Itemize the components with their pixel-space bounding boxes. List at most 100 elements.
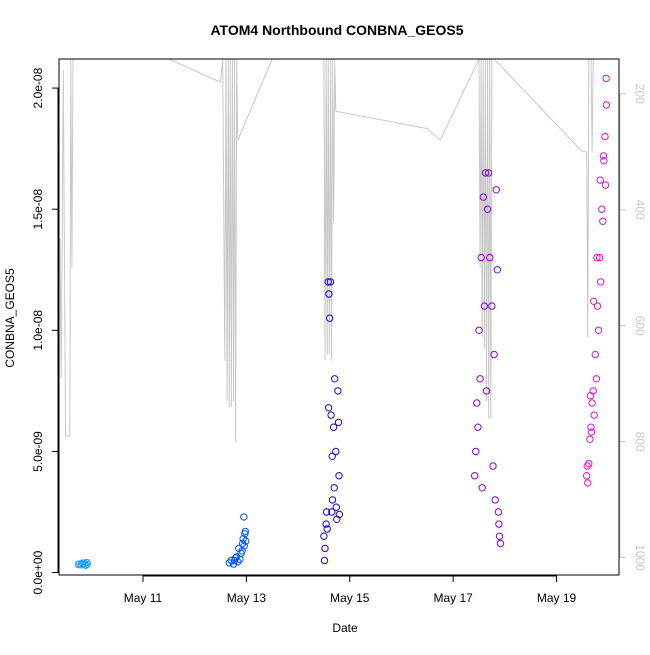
data-point: [334, 418, 343, 427]
data-point: [492, 186, 500, 194]
y2-tick-label: 400: [633, 200, 647, 220]
data-point: [241, 527, 250, 536]
data-point: [320, 556, 329, 565]
flight-series-2: [225, 513, 250, 568]
data-point: [590, 411, 598, 419]
y-tick-label: 1.5e-08: [31, 189, 45, 230]
data-point: [476, 375, 484, 383]
data-point: [602, 74, 610, 83]
flight-series-4: [471, 169, 505, 548]
data-point: [230, 556, 239, 565]
x-axis-label: Date: [332, 621, 358, 635]
data-point: [237, 549, 245, 557]
data-point: [328, 452, 336, 460]
flight-series-5: [583, 74, 611, 487]
data-point: [235, 544, 243, 553]
data-point: [233, 553, 241, 561]
x-tick-label: May 19: [537, 591, 577, 605]
data-point: [601, 181, 610, 189]
data-point: [326, 278, 335, 286]
y2-tick-label: 800: [633, 432, 647, 452]
data-point: [475, 326, 483, 334]
pressure-line-layer: [59, 58, 594, 442]
data-point: [330, 484, 338, 492]
data-point: [472, 447, 480, 456]
pressure-line: [59, 58, 594, 442]
data-point: [494, 508, 503, 516]
data-point: [583, 472, 591, 480]
data-point: [496, 539, 505, 548]
data-point: [324, 278, 332, 286]
data-point: [81, 559, 89, 568]
data-point: [325, 290, 333, 298]
flight-series-1: [74, 558, 92, 569]
data-point: [324, 404, 333, 412]
data-point: [474, 423, 482, 431]
y-tick-label: 0.0e+00: [31, 550, 45, 594]
data-point: [595, 253, 604, 262]
data-point: [482, 387, 491, 395]
data-point: [78, 559, 87, 568]
points-layer: [74, 74, 611, 569]
data-point: [489, 462, 497, 470]
data-point: [328, 496, 337, 504]
data-point: [326, 314, 334, 322]
data-point: [495, 532, 504, 540]
data-point: [240, 513, 248, 521]
data-point: [490, 350, 498, 359]
data-point: [328, 508, 336, 516]
data-point: [601, 132, 609, 141]
data-point: [471, 472, 479, 480]
data-point: [335, 510, 344, 519]
data-point: [334, 387, 342, 395]
data-point: [586, 435, 594, 443]
data-point: [332, 503, 340, 511]
data-point: [321, 544, 329, 553]
data-point: [234, 558, 242, 566]
y2-tick-label: 200: [633, 84, 647, 104]
data-point: [329, 423, 338, 431]
data-point: [478, 484, 486, 492]
axes-layer: May 11 May 13 May 15 May 17 May 19 0.0e+00 5.0…: [31, 67, 647, 605]
data-point: [335, 472, 343, 480]
data-point: [483, 205, 492, 213]
x-tick-label: May 17: [433, 591, 473, 605]
chart-title: ATOM4 Northbound CONBNA_GEOS5: [210, 22, 463, 38]
y-tick-label: 1.0e-08: [31, 310, 45, 351]
data-point: [485, 169, 493, 177]
y-axis-label: CONBNA_GEOS5: [3, 268, 17, 368]
data-point: [488, 302, 496, 310]
data-point: [477, 253, 485, 262]
data-point: [583, 462, 591, 470]
data-point: [584, 479, 592, 487]
data-point: [323, 525, 331, 533]
data-point: [587, 428, 596, 436]
data-point: [331, 375, 339, 383]
data-point: [588, 399, 596, 407]
data-point: [486, 253, 494, 262]
data-point: [600, 157, 608, 165]
y-tick-label: 2.0e-08: [31, 67, 45, 108]
data-point: [491, 496, 499, 504]
x-tick-label: May 11: [124, 591, 163, 605]
data-point: [480, 302, 489, 310]
data-point: [332, 447, 340, 456]
data-point: [602, 101, 611, 109]
data-point: [320, 532, 328, 540]
data-point: [493, 266, 501, 274]
data-point: [327, 411, 335, 419]
data-point: [238, 539, 247, 548]
data-point: [587, 423, 595, 431]
data-point: [597, 278, 605, 286]
data-point: [481, 169, 490, 177]
data-point: [593, 253, 601, 262]
data-point: [599, 152, 608, 160]
data-point: [591, 350, 599, 359]
data-point: [239, 535, 247, 543]
y2-tick-label: 1000: [633, 544, 647, 571]
data-point: [590, 297, 598, 305]
x-tick-label: May 15: [330, 591, 370, 605]
data-point: [479, 193, 487, 201]
